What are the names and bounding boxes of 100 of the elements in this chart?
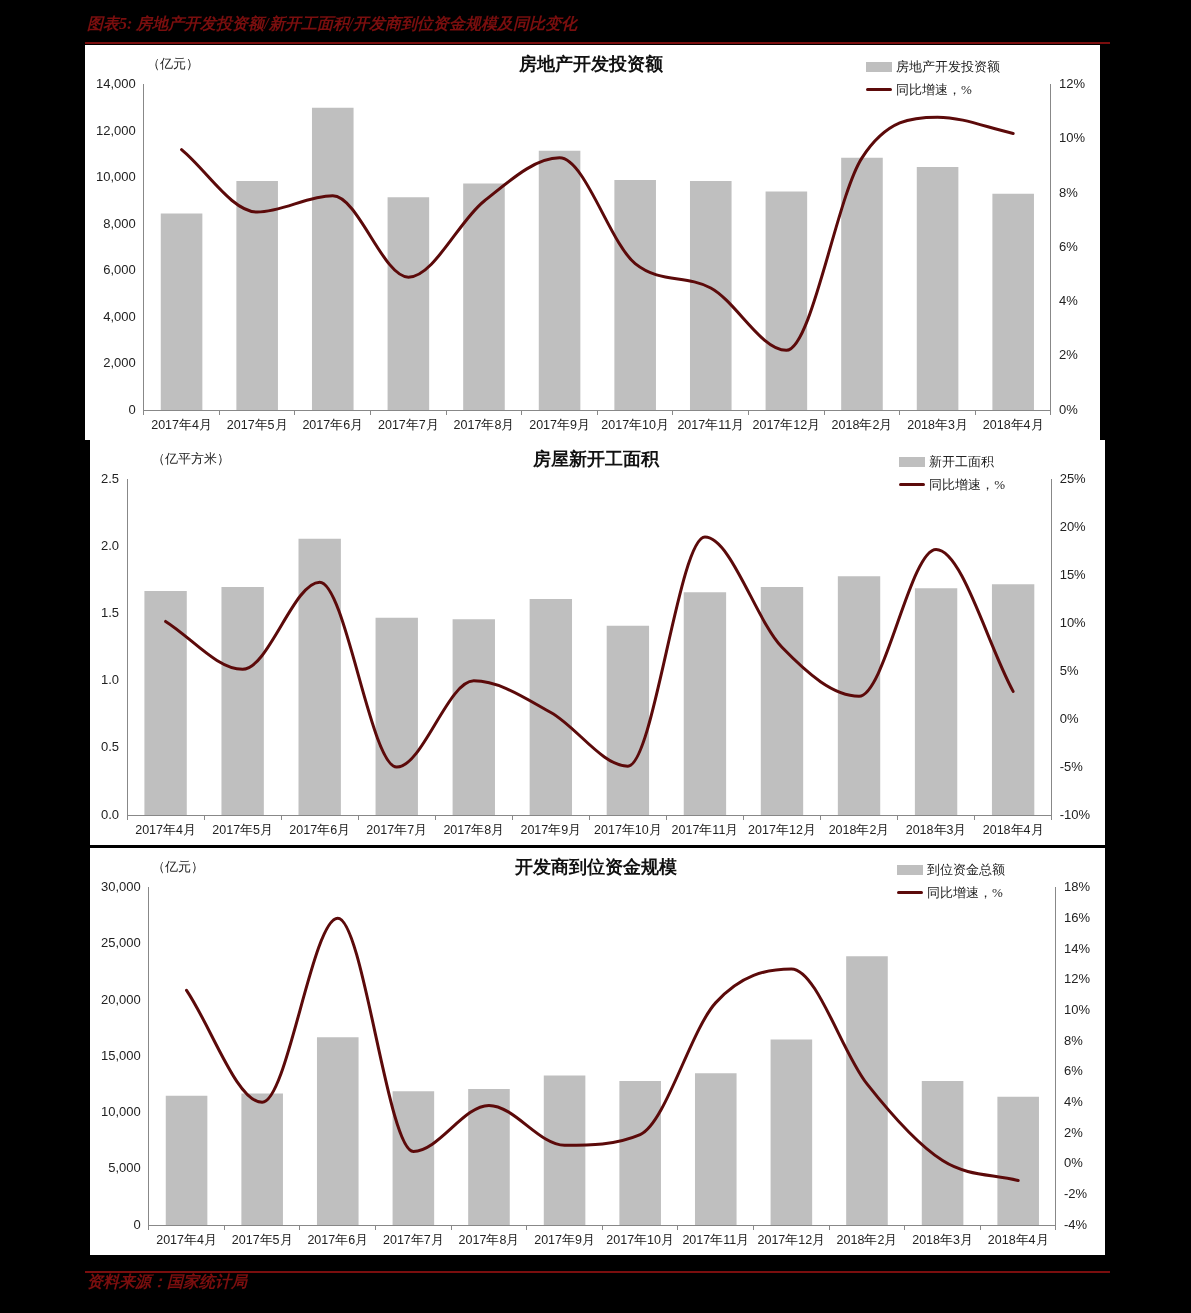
y2-tick-label: 6% — [1058, 238, 1079, 254]
legend-label: 到位资金总额 — [927, 860, 1005, 879]
y2-tick-label: 20% — [1059, 519, 1087, 535]
y-tick-label: 8,000 — [103, 215, 136, 231]
bar — [241, 1093, 283, 1225]
bar — [236, 181, 278, 410]
y-tick-label: 1.5 — [100, 605, 120, 621]
bar — [997, 1096, 1039, 1225]
y2-tick-label: 4% — [1058, 293, 1079, 309]
x-tick-label: 2017年8月 — [443, 822, 505, 837]
x-tick-label: 2017年9月 — [520, 822, 582, 837]
bar — [529, 599, 573, 815]
text: 资料来源：国家统计局 — [87, 1272, 247, 1292]
y-tick-label: 10,000 — [101, 1104, 141, 1120]
x-tick-label: 2018年3月 — [907, 417, 968, 432]
y2-tick-label: -10% — [1059, 806, 1091, 822]
x-tick-label: 2017年4月 — [156, 1232, 217, 1247]
x-tick-label: 2017年6月 — [302, 417, 364, 432]
bar — [689, 181, 732, 410]
line-series — [164, 535, 1015, 769]
legend-label: 同比增速，% — [896, 80, 972, 99]
y-tick-label: 5,000 — [108, 1160, 141, 1176]
bar — [160, 213, 203, 410]
bar — [992, 193, 1034, 410]
y-tick-label: 30,000 — [101, 879, 141, 895]
x-tick-label: 2018年4月 — [982, 417, 1044, 432]
bar — [991, 584, 1035, 815]
y2-tick-label: 16% — [1063, 909, 1091, 925]
x-tick-label: 2017年8月 — [458, 1232, 520, 1247]
y-tick-label: 0 — [128, 401, 136, 417]
y-axis-title: （亿平方米） — [152, 450, 230, 468]
x-tick-label: 2017年5月 — [212, 822, 274, 837]
x-tick-label: 2017年9月 — [534, 1232, 595, 1247]
x-tick-label: 2017年7月 — [382, 1232, 444, 1247]
bar — [694, 1073, 737, 1225]
y-axis-title: （亿元） — [147, 55, 199, 73]
y-tick-label: 2.5 — [100, 471, 120, 487]
line-series — [185, 916, 1020, 1183]
bar — [538, 150, 581, 410]
x-tick-label: 2017年11月 — [671, 822, 739, 837]
line-series — [180, 115, 1015, 352]
chart-title: 房地产开发投资额 — [517, 54, 664, 75]
bar — [914, 588, 958, 815]
y2-tick-label: 14% — [1063, 940, 1091, 956]
y2-tick-label: -5% — [1059, 758, 1084, 774]
x-tick-label: 2017年5月 — [226, 417, 288, 432]
x-tick-label: 2017年12月 — [757, 1232, 826, 1247]
bar — [387, 197, 430, 410]
y-tick-label: 1.0 — [100, 672, 120, 688]
bar — [221, 586, 264, 815]
y2-tick-label: 6% — [1063, 1063, 1084, 1079]
y-tick-label: 0.5 — [100, 739, 120, 755]
legend-label: 同比增速，% — [929, 475, 1005, 494]
y2-tick-label: 10% — [1063, 1001, 1091, 1017]
bar — [770, 1039, 813, 1225]
x-tick-label: 2017年12月 — [748, 822, 816, 837]
x-tick-label: 2018年2月 — [836, 1232, 898, 1247]
bar — [916, 167, 959, 410]
bar — [311, 107, 354, 410]
chart-title: 开发商到位资金规模 — [513, 857, 677, 878]
bar — [316, 1037, 359, 1225]
y-tick-label: 0.0 — [100, 806, 120, 822]
x-tick-label: 2017年12月 — [752, 417, 821, 432]
bar — [619, 1081, 661, 1225]
x-tick-label: 2018年4月 — [987, 1232, 1049, 1247]
x-tick-label: 2017年4月 — [151, 417, 212, 432]
y2-tick-label: -2% — [1063, 1185, 1088, 1201]
y2-tick-label: 10% — [1058, 130, 1086, 146]
y2-tick-label: 15% — [1059, 567, 1087, 583]
y2-tick-label: 8% — [1058, 184, 1079, 200]
y-tick-label: 6,000 — [103, 262, 136, 278]
x-tick-label: 2017年9月 — [529, 417, 590, 432]
bar — [765, 191, 808, 410]
bar — [846, 956, 888, 1225]
x-tick-label: 2017年5月 — [231, 1232, 293, 1247]
y-tick-label: 20,000 — [101, 991, 141, 1007]
legend-label: 新开工面积 — [929, 452, 995, 471]
x-tick-label: 2017年4月 — [135, 822, 196, 837]
x-tick-label: 2018年2月 — [831, 417, 893, 432]
y2-tick-label: 5% — [1059, 662, 1079, 678]
x-tick-label: 2017年10月 — [601, 417, 670, 432]
y-axis-title: （亿元） — [152, 858, 204, 876]
y2-tick-label: -4% — [1063, 1216, 1088, 1232]
bar — [468, 1088, 510, 1225]
bar — [463, 183, 505, 410]
y2-tick-label: 12% — [1063, 971, 1091, 987]
bar — [165, 1095, 208, 1225]
x-tick-label: 2018年2月 — [828, 822, 890, 837]
x-tick-label: 2017年8月 — [453, 417, 515, 432]
bar — [375, 617, 418, 815]
bar — [452, 619, 495, 815]
y-tick-label: 14,000 — [96, 76, 136, 92]
bar — [614, 179, 656, 410]
text: 图表5: 房地产开发投资额/新开工面积/开发商到位资金规模及同比变化 — [87, 14, 578, 34]
y2-tick-label: 2% — [1058, 347, 1079, 363]
y2-tick-label: 0% — [1058, 401, 1079, 417]
bar — [298, 538, 341, 815]
legend-label: 房地产开发投资额 — [896, 57, 1000, 76]
x-tick-label: 2017年10月 — [594, 822, 662, 837]
x-tick-label: 2017年7月 — [366, 822, 428, 837]
